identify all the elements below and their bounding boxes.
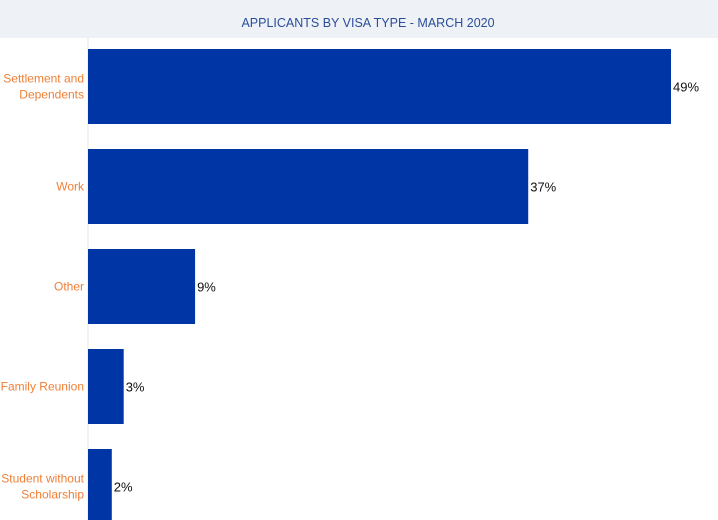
category-label-0: Settlement and Dependents [3,72,84,102]
bar-4 [88,449,112,520]
value-label-3: 3% [126,380,145,395]
bars-group: 49% Settlement and Dependents 37% Work 9% Othe… [1,49,699,520]
bar-3 [88,349,124,424]
category-label-3: Family Reunion [1,380,84,394]
value-label-1: 37% [530,180,556,195]
title-band [0,0,718,38]
value-label-0: 49% [673,80,699,95]
value-label-2: 9% [197,280,216,295]
bar-0 [88,49,671,124]
bar-2 [88,249,196,324]
category-label-2: Other [54,280,84,294]
category-label-1: Work [56,180,85,194]
value-label-4: 2% [114,480,133,495]
bar-1 [88,149,529,224]
category-label-4: Student without Scholarship [1,472,84,502]
chart-title: APPLICANTS BY VISA TYPE - MARCH 2020 [241,16,494,30]
